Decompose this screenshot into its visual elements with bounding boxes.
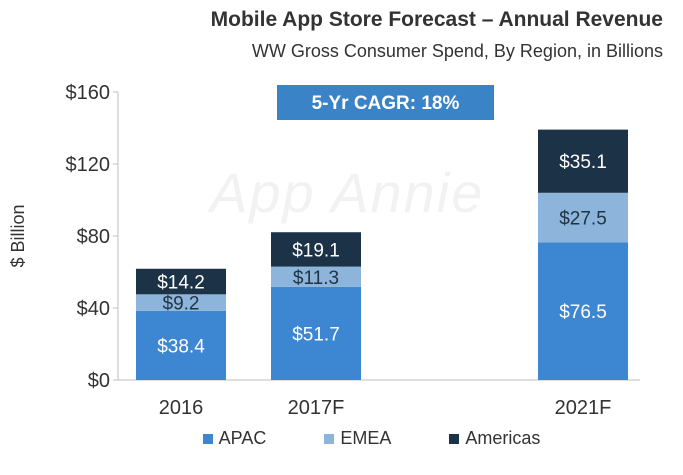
- data-label-americas-2017f: $19.1: [292, 240, 340, 261]
- data-label-americas-2016: $14.2: [157, 273, 205, 294]
- data-label-emea-2017f: $11.3: [293, 268, 339, 289]
- legend-swatch-apac: [202, 433, 213, 444]
- chart-subtitle: WW Gross Consumer Spend, By Region, in B…: [251, 41, 663, 61]
- legend-label-americas: Americas: [465, 428, 541, 448]
- legend: APAC EMEA Americas: [0, 428, 683, 449]
- bar-emea-2017f: [271, 266, 361, 287]
- stacked-bar-chart: $0 $40 $80 $120 $160 $ Billion $38.4 $9.2$14.2 2…: [8, 82, 640, 419]
- bar-americas-2017f: [271, 232, 361, 267]
- data-label-apac-2021f: $76.5: [559, 302, 607, 323]
- cagr-annotation-text: 5-Yr CAGR: 18%: [312, 93, 460, 114]
- bar-emea-2021f: [538, 192, 628, 243]
- y-tick-label: $0: [88, 370, 110, 392]
- legend-swatch-americas: [449, 433, 460, 444]
- legend-swatch-emea: [324, 433, 335, 444]
- bar-emea-2016: [136, 294, 226, 311]
- legend-label-apac: APAC: [218, 428, 267, 448]
- data-label-emea-2021f: $27.5: [559, 209, 607, 230]
- chart-title: Mobile App Store Forecast – Annual Reven…: [210, 8, 663, 31]
- bar-americas-2016: [136, 268, 226, 295]
- y-axis-title: $ Billion: [8, 204, 28, 267]
- y-tick-label: $80: [77, 226, 110, 248]
- legend-item-americas: Americas: [415, 428, 540, 449]
- y-tick-label: $40: [77, 298, 110, 320]
- bar-apac-2016: [136, 310, 226, 380]
- bar-apac-2017f: [271, 286, 361, 380]
- data-label-americas-2021f: $35.1: [559, 152, 607, 173]
- legend-item-emea: EMEA: [290, 428, 391, 449]
- bar-apac-2021f: [538, 242, 628, 380]
- watermark: App Annie: [210, 161, 485, 224]
- x-tick-label: 2016: [159, 397, 204, 419]
- y-tick-label: $160: [66, 82, 111, 104]
- bar-americas-2021f: [538, 129, 628, 193]
- cagr-annotation-box: [277, 85, 494, 120]
- y-tick-label: $120: [66, 154, 111, 176]
- data-label-apac-2017f: $51.7: [292, 324, 340, 345]
- x-tick-label: 2021F: [555, 397, 612, 419]
- legend-label-emea: EMEA: [340, 428, 392, 448]
- x-tick-label: 2017F: [288, 397, 345, 419]
- legend-item-apac: APAC: [143, 428, 267, 449]
- data-label-emea-2016: $9.2: [163, 294, 200, 315]
- data-label-apac-2016: $38.4: [157, 336, 205, 357]
